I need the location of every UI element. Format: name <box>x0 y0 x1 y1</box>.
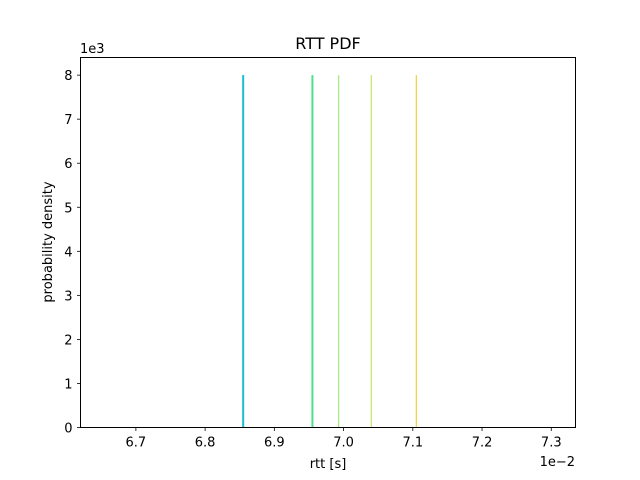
chart-title: RTT PDF <box>295 34 360 53</box>
bar-1 <box>311 75 314 428</box>
bars-group <box>242 75 417 428</box>
x-tick-label: 6.9 <box>264 436 285 451</box>
y-ticks-group: 0 1 2 3 4 5 6 7 8 <box>64 69 81 437</box>
y-tick-label: 1 <box>64 377 72 392</box>
y-tick-label: 6 <box>64 157 72 172</box>
x-tick-label: 7.1 <box>402 436 423 451</box>
x-tick-label: 7.0 <box>333 436 354 451</box>
x-tick-label: 6.7 <box>126 436 147 451</box>
x-ticks-group: 6.7 6.8 6.9 7.0 7.1 7.2 7.3 <box>126 427 562 451</box>
y-axis-label: probability density <box>41 181 56 302</box>
bar-3 <box>370 75 372 428</box>
x-tick-label: 6.8 <box>195 436 216 451</box>
y-tick-label: 3 <box>64 289 72 304</box>
y-offset-text: 1e3 <box>80 42 105 57</box>
x-axis-label: rtt [s] <box>310 457 347 472</box>
bar-0 <box>242 75 245 428</box>
y-tick-label: 0 <box>64 422 72 437</box>
y-tick-label: 2 <box>64 333 72 348</box>
x-offset-text: 1e−2 <box>540 455 575 470</box>
bar-2 <box>338 75 340 428</box>
x-tick-label: 7.3 <box>541 436 562 451</box>
y-tick-label: 5 <box>64 201 72 216</box>
plot-frame <box>80 57 576 428</box>
y-tick-label: 7 <box>64 113 72 128</box>
x-tick-label: 7.2 <box>472 436 493 451</box>
y-tick-label: 4 <box>64 245 72 260</box>
y-tick-label: 8 <box>64 69 72 84</box>
bar-4 <box>415 75 417 428</box>
